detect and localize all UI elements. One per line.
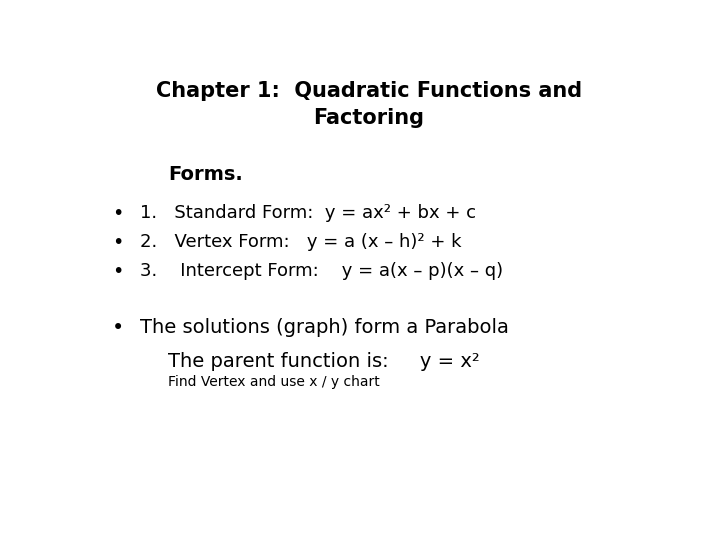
Text: 1.   Standard Form:  y = ax² + bx + c: 1. Standard Form: y = ax² + bx + c [140, 204, 476, 222]
Text: Chapter 1:  Quadratic Functions and
Factoring: Chapter 1: Quadratic Functions and Facto… [156, 82, 582, 128]
Text: 2.   Vertex Form:   y = a (x – h)² + k: 2. Vertex Form: y = a (x – h)² + k [140, 233, 462, 251]
Text: The parent function is:     y = x²: The parent function is: y = x² [168, 352, 480, 370]
Text: •: • [112, 262, 124, 281]
Text: 3.    Intercept Form:    y = a(x – p)(x – q): 3. Intercept Form: y = a(x – p)(x – q) [140, 262, 503, 280]
Text: Forms.: Forms. [168, 165, 243, 184]
Text: The solutions (graph) form a Parabola: The solutions (graph) form a Parabola [140, 319, 509, 338]
Text: •: • [112, 204, 124, 223]
Text: Find Vertex and use x / y chart: Find Vertex and use x / y chart [168, 375, 380, 389]
Text: •: • [112, 233, 124, 252]
Text: •: • [112, 319, 125, 339]
